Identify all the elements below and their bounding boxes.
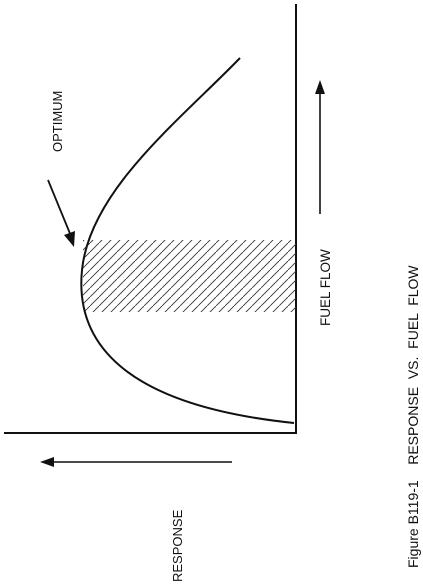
optimum-label: OPTIMUM [50,91,65,152]
fuel-flow-label: FUEL FLOW [318,249,333,326]
response-curve [80,57,295,424]
optimum-arrowhead [64,231,75,247]
figure-caption: Figure B119-1 RESPONSE VS. FUEL FLOW [405,265,421,568]
response-arrowhead [40,457,54,467]
optimum-band [83,240,296,312]
optimum-pointer-arrow [47,179,72,237]
fuel-flow-arrowhead [315,80,325,94]
response-label: RESPONSE [170,509,185,582]
